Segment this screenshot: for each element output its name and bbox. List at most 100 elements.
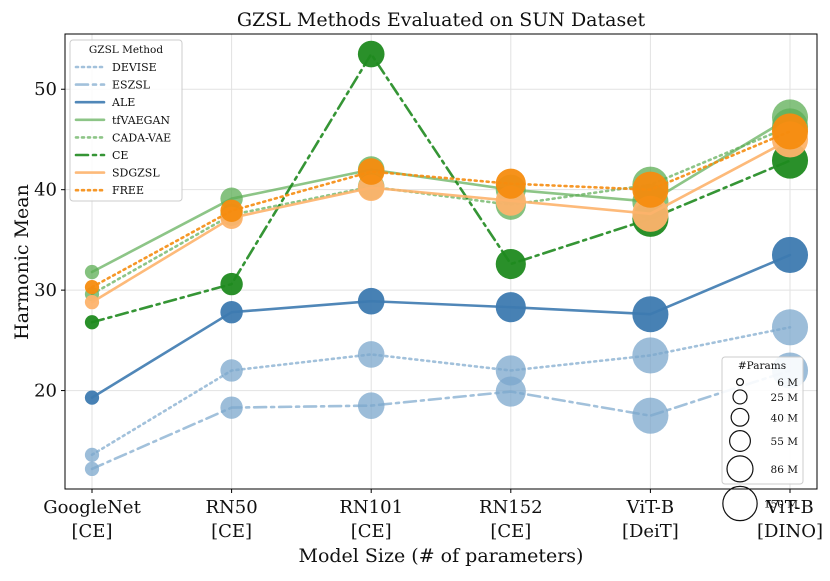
- size-legend-item: 150 M: [722, 485, 798, 522]
- series-line: [90, 116, 792, 274]
- plot-frame: [64, 33, 818, 490]
- data-point: [84, 279, 100, 295]
- series-ale: [84, 236, 809, 405]
- data-point: [495, 248, 526, 280]
- legend-item-ce: CE: [74, 149, 128, 162]
- legend-label: SDGZSL: [112, 167, 160, 180]
- size-legend-circle: [730, 407, 750, 427]
- y-tick-label: 20: [34, 381, 57, 402]
- x-tick-label: RN152: [479, 497, 543, 518]
- data-point: [84, 447, 100, 462]
- x-tick-sublabel: [CE]: [211, 521, 252, 542]
- data-point: [357, 287, 385, 315]
- x-axis-label: Model Size (# of parameters): [299, 545, 584, 567]
- legend-label: DEVISE: [112, 61, 157, 74]
- size-legend-label: 55 M: [771, 436, 799, 448]
- series-line: [90, 325, 792, 457]
- size-legend-label: 150 M: [764, 499, 798, 511]
- size-legend-circle: [729, 430, 751, 453]
- legend-item-tfvaegan: tfVAEGAN: [74, 114, 170, 127]
- y-tick-label: 50: [34, 79, 57, 100]
- x-tick-label: GoogleNet: [43, 497, 141, 518]
- legend-item-cada-vae: CADA-VAE: [74, 131, 171, 144]
- data-point: [632, 296, 669, 333]
- x-tick-label: ViT-B: [626, 497, 674, 518]
- data-point: [84, 461, 100, 477]
- data-point: [771, 236, 809, 274]
- legend-label: CE: [112, 149, 128, 162]
- chart-title: GZSL Methods Evaluated on SUN Dataset: [237, 9, 646, 31]
- series-line: [90, 130, 792, 289]
- legend-label: CADA-VAE: [112, 131, 171, 144]
- size-legend-item: 25 M: [732, 389, 799, 405]
- x-tick-sublabel: [DINO]: [757, 521, 823, 542]
- legend-label: ALE: [111, 96, 135, 109]
- size-legend-label: 25 M: [771, 392, 799, 404]
- data-point: [771, 113, 809, 150]
- method-legend: GZSL Method DEVISE ESZSL ALE tfVAEGAN CADA-V…: [69, 39, 183, 202]
- x-tick-sublabel: [CE]: [351, 521, 392, 542]
- y-axis-label: Harmonic Mean: [11, 184, 33, 340]
- size-legend-circle: [722, 485, 758, 522]
- data-point: [632, 397, 669, 434]
- data-point: [220, 396, 243, 419]
- data-point: [357, 392, 385, 419]
- legend-item-free: FREE: [74, 184, 144, 197]
- data-point: [220, 199, 243, 222]
- data-point: [84, 295, 100, 310]
- series-line: [90, 52, 792, 324]
- size-legend-item: 40 M: [730, 407, 799, 427]
- series-line: [90, 253, 792, 399]
- size-legend-label: 6 M: [777, 377, 798, 389]
- size-legend-item: 6 M: [735, 377, 798, 389]
- legend-item-devise: DEVISE: [74, 61, 157, 74]
- data-point: [84, 390, 100, 405]
- x-tick-sublabel: [DeiT]: [622, 521, 679, 542]
- legend-item-sdgzsl: SDGZSL: [74, 167, 160, 180]
- legend-item-ale: ALE: [74, 96, 135, 109]
- size-legend-item: 55 M: [729, 430, 799, 453]
- data-point: [495, 292, 526, 323]
- series-devise: [84, 309, 809, 462]
- x-tick-sublabel: [CE]: [72, 521, 113, 542]
- legend-label: ESZSL: [112, 79, 151, 92]
- data-point: [220, 301, 243, 324]
- x-tick-label: RN50: [205, 497, 257, 518]
- series-line: [90, 369, 792, 471]
- legend-title: GZSL Method: [89, 44, 163, 56]
- y-tick-label: 40: [34, 180, 57, 201]
- data-point: [495, 168, 526, 199]
- legend-box: [69, 39, 183, 202]
- x-tick-sublabel: [CE]: [490, 521, 531, 542]
- data-point: [84, 264, 100, 280]
- size-legend-label: 86 M: [771, 464, 799, 476]
- size-legend-title: #Params: [738, 360, 786, 372]
- data-point: [632, 337, 669, 374]
- data-point: [495, 355, 526, 386]
- axis-ticks: 20 30 40 50 GoogleNet [CE] RN50 [CE] RN101 [CE] RN…: [34, 79, 823, 542]
- data-point: [357, 341, 385, 368]
- size-legend-item: 86 M: [726, 455, 799, 483]
- size-legend-box: [721, 356, 804, 485]
- series-line: [90, 125, 792, 296]
- data-point: [357, 158, 385, 185]
- x-tick-label: ViT-B: [765, 497, 813, 518]
- x-tick-label: RN101: [339, 497, 403, 518]
- data-point: [220, 359, 243, 382]
- size-legend-label: 40 M: [771, 412, 799, 424]
- size-legend-circle: [726, 455, 754, 483]
- legend-item-eszsl: ESZSL: [74, 79, 151, 92]
- data-point: [357, 40, 385, 68]
- size-legend-circle: [735, 377, 745, 387]
- y-tick-label: 30: [34, 280, 57, 301]
- series-line: [90, 138, 792, 304]
- series-free: [84, 113, 809, 295]
- data-point: [771, 309, 809, 346]
- size-legend-circle: [732, 389, 748, 405]
- data-point: [84, 315, 100, 330]
- data-point: [632, 171, 669, 208]
- params-size-legend: #Params 6 M 25 M 40 M 55 M 86 M 150 M: [721, 356, 804, 522]
- legend-label: tfVAEGAN: [112, 114, 170, 127]
- data-point: [220, 272, 243, 296]
- data-point: [495, 376, 526, 407]
